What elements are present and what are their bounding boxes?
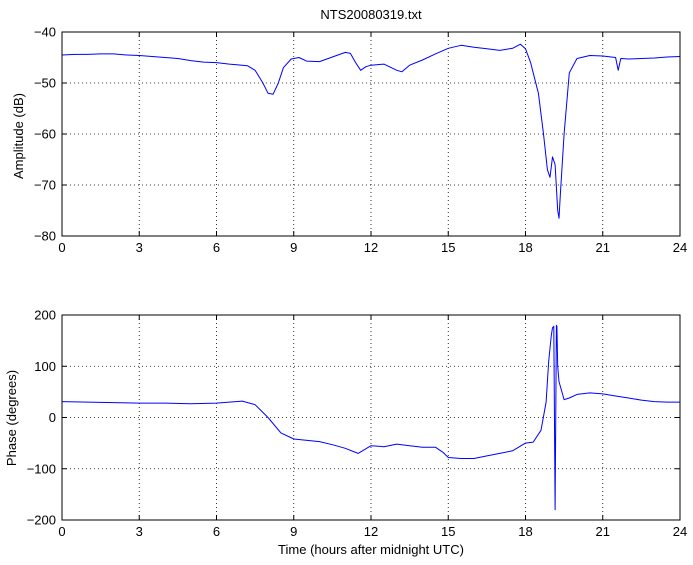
x-axis-label: Time (hours after midnight UTC) <box>278 542 464 557</box>
phase-chart: Time (hours after midnight UTC) Phase (d… <box>4 308 687 558</box>
x-tick-label: 9 <box>290 240 297 255</box>
grid <box>62 315 680 520</box>
x-tick-label: 0 <box>58 524 65 539</box>
x-tick-label: 24 <box>673 524 687 539</box>
ticks: 0 3 6 9 12 15 18 21 24 200 100 0 −100 −200 <box>27 308 688 540</box>
y-axis-label: Amplitude (dB) <box>11 93 26 179</box>
x-tick-label: 18 <box>518 240 532 255</box>
amplitude-chart: NTS20080319.txt Amplitude (dB) 0 3 6 9 12 15 1… <box>11 7 687 255</box>
x-tick-label: 21 <box>596 240 610 255</box>
y-tick-label: −100 <box>27 461 56 476</box>
grid <box>62 32 680 236</box>
y-tick-label: 200 <box>34 308 56 323</box>
y-axis-label: Phase (degrees) <box>4 370 19 466</box>
x-tick-label: 12 <box>364 240 378 255</box>
y-tick-label: −80 <box>34 229 56 244</box>
x-tick-label: 24 <box>673 240 687 255</box>
x-tick-label: 3 <box>136 240 143 255</box>
x-tick-label: 12 <box>364 524 378 539</box>
y-tick-label: −70 <box>34 178 56 193</box>
x-tick-label: 15 <box>441 524 455 539</box>
ticks: 0 3 6 9 12 15 18 21 24 −40 −50 −60 −70 −80 <box>34 25 687 256</box>
y-tick-label: 0 <box>49 410 56 425</box>
chart-title: NTS20080319.txt <box>320 7 422 22</box>
y-tick-label: −40 <box>34 25 56 40</box>
x-tick-label: 21 <box>596 524 610 539</box>
y-tick-label: 100 <box>34 359 56 374</box>
data-line-group <box>61 43 681 219</box>
x-tick-label: 6 <box>213 240 220 255</box>
x-tick-label: 18 <box>518 524 532 539</box>
x-tick-label: 15 <box>441 240 455 255</box>
x-tick-label: 9 <box>290 524 297 539</box>
x-tick-label: 3 <box>136 524 143 539</box>
data-line-group <box>61 324 680 511</box>
y-tick-label: −50 <box>34 76 56 91</box>
x-tick-label: 0 <box>58 240 65 255</box>
data-line <box>61 324 680 511</box>
y-tick-label: −60 <box>34 127 56 142</box>
data-line <box>61 43 681 219</box>
x-tick-label: 6 <box>213 524 220 539</box>
y-tick-label: −200 <box>27 513 56 528</box>
